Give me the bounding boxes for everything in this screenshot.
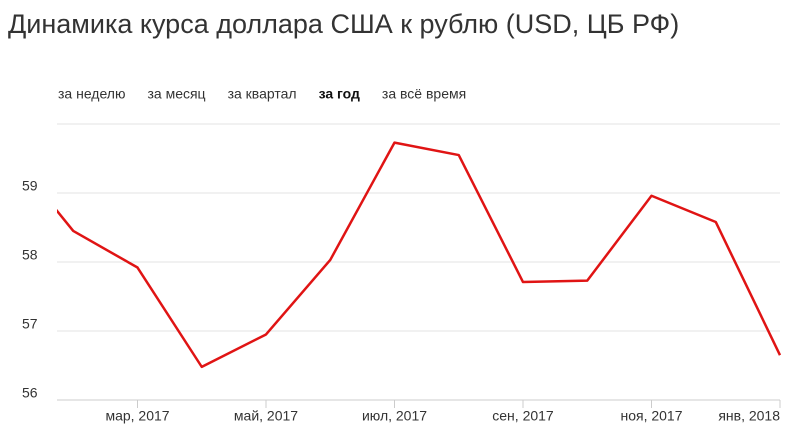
data-line <box>57 141 781 369</box>
y-tick-label: 57 <box>22 316 38 332</box>
x-tick-label: май, 2017 <box>234 408 298 424</box>
x-tick-label: янв, 2018 <box>718 408 780 424</box>
y-tick-label: 58 <box>22 247 38 263</box>
x-tick-label: мар, 2017 <box>105 408 169 424</box>
x-tick-label: сен, 2017 <box>492 408 554 424</box>
plot-area <box>57 141 781 369</box>
tab[interactable]: за год <box>319 86 360 102</box>
tab[interactable]: за месяц <box>147 86 205 102</box>
grid: 56 57 58 59 мар, 2017 май, 2017 июл, 2017 сен, … <box>22 123 781 424</box>
y-tick-label: 56 <box>22 385 38 401</box>
tab[interactable]: за квартал <box>228 86 297 102</box>
tab[interactable]: за неделю <box>58 86 125 102</box>
x-tick-label: июл, 2017 <box>362 408 427 424</box>
x-tick-label: ноя, 2017 <box>620 408 682 424</box>
tab[interactable]: за всё время <box>382 86 466 102</box>
chart-title: Динамика курса доллара США к рублю (USD,… <box>8 9 679 39</box>
tab-bar: за неделю за месяц за квартал за год за всё … <box>58 86 466 102</box>
y-tick-label: 59 <box>22 178 38 194</box>
